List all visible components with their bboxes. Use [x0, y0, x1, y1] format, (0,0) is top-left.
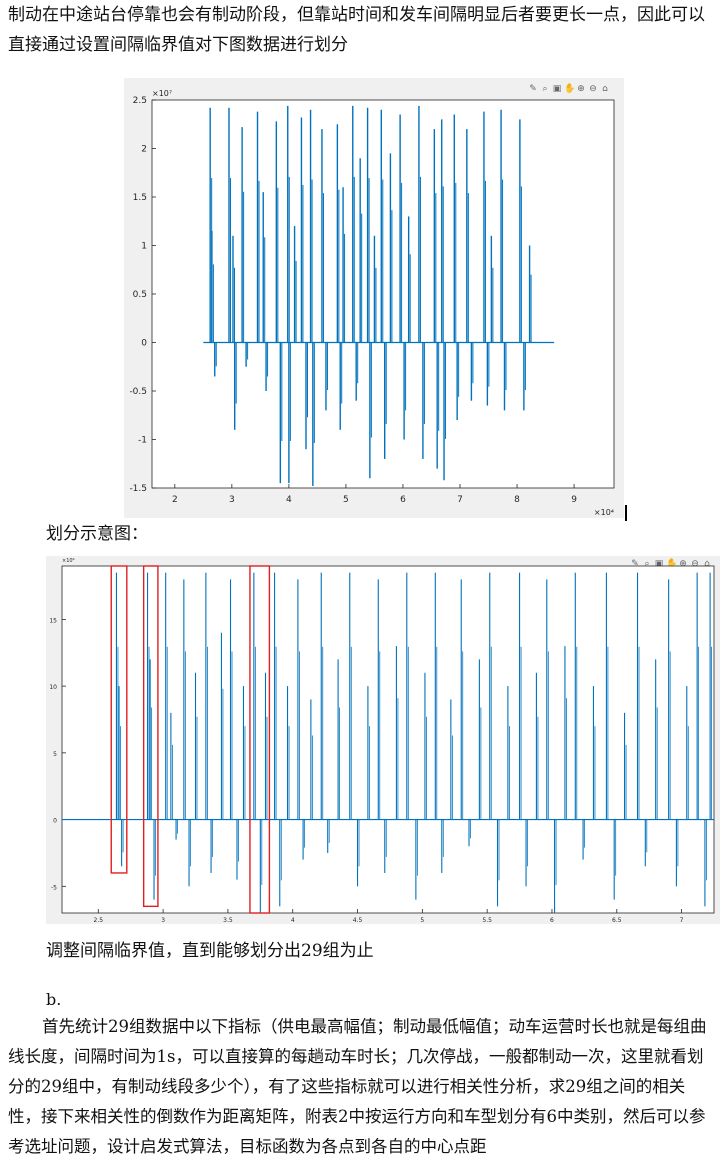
intro-paragraph: 制动在中途站台停靠也会有制动阶段，但靠站时间和发车间隔明显后者要更长一点，因此可…	[8, 5, 705, 55]
y-tick-label: 15	[49, 617, 57, 624]
zoom-out-icon[interactable]: ⊖	[691, 559, 699, 569]
method-paragraph: 首先统计29组数据中以下指标（供电最高幅值；制动最低幅值；动车运营时长也就是每组…	[8, 1017, 707, 1156]
highlight-box	[249, 565, 271, 914]
x-tick-label: 6.5	[612, 917, 622, 924]
brush-icon[interactable]: ✎	[529, 84, 537, 94]
x-tick-label: 3	[229, 495, 235, 505]
x-tick-label: 9	[571, 495, 577, 505]
y-tick-label: 2.5	[133, 96, 147, 106]
highlight-box	[142, 565, 159, 908]
home-icon[interactable]: ⌂	[704, 559, 710, 569]
zoom-in-icon[interactable]: ⊕	[577, 84, 585, 94]
x-tick-label: 7	[680, 917, 684, 924]
x-tick-label: 3	[161, 917, 165, 924]
x-tick-label: 6	[550, 917, 554, 924]
y-tick-label: 0.5	[133, 290, 147, 300]
y-tick-label: -1.5	[129, 484, 147, 494]
x-tick-label: 5	[420, 917, 424, 924]
pan-icon[interactable]: ✋	[564, 84, 576, 94]
y-tick-label: 10	[49, 684, 57, 691]
x-multiplier: ×10⁴	[594, 508, 614, 517]
export-icon[interactable]: ▣	[552, 84, 562, 94]
y-tick-label: -5	[51, 884, 57, 891]
x-tick-label: 4	[286, 495, 292, 505]
chart-division-zoom: ✎ ⌕ ▣ ✋ ⊕ ⊖ ⌂ 2.5 3 3.5 4 4.5 5 5.5 6 6.5 7 15 10 5 0…	[46, 556, 720, 924]
figure-toolbar: ✎ ⌕ ▣ ✋ ⊕ ⊖ ⌂	[528, 84, 610, 94]
zoom-out-icon[interactable]: ⊖	[589, 84, 597, 94]
caption-adjust: 调整间隔临界值，直到能够划分出29组为止	[46, 941, 374, 961]
x-tick-label: 3.5	[223, 917, 233, 924]
y-tick-label: 2	[141, 145, 147, 155]
y-tick-label: -0.5	[129, 387, 147, 397]
home-icon[interactable]: ⌂	[602, 84, 608, 94]
chart-svg-1: 2 3 4 5 6 7 8 9 2.5 2 1.5 1 0.5 0 -0.5 -1 -1.5 ×10⁷ ×10⁴	[129, 89, 615, 517]
x-tick-label: 4	[291, 917, 295, 924]
y-tick-label: 0	[53, 818, 57, 825]
x-tick-label: 5.5	[482, 917, 492, 924]
datatip-icon[interactable]: ⌕	[542, 84, 548, 94]
y-tick-label: 0	[141, 339, 147, 349]
section-label: b.	[46, 990, 62, 1009]
y-multiplier: ×10⁷	[152, 89, 172, 98]
pan-icon[interactable]: ✋	[666, 559, 678, 569]
y-multiplier: ×10⁶	[62, 558, 75, 564]
x-tick-label: 2	[172, 495, 178, 505]
x-tick-label: 7	[457, 495, 463, 505]
x-tick-label: 6	[400, 495, 406, 505]
y-tick-label: 1.5	[133, 193, 147, 203]
text-cursor	[625, 505, 627, 521]
plot-area	[61, 565, 715, 914]
export-icon[interactable]: ▣	[654, 559, 664, 569]
y-tick-label: 5	[53, 751, 57, 758]
series-group	[62, 572, 714, 913]
datatip-icon[interactable]: ⌕	[644, 559, 650, 569]
x-tick-label: 2.5	[94, 917, 104, 924]
figure-toolbar-2: ✎ ⌕ ▣ ✋ ⊕ ⊖ ⌂	[630, 559, 712, 569]
zoom-in-icon[interactable]: ⊕	[679, 559, 687, 569]
chart-full-signal: ✎ ⌕ ▣ ✋ ⊕ ⊖ ⌂ 2 3 4 5 6 7 8 9 2.5 2 1.5 1 0.5 0 -0.5 -1…	[124, 78, 624, 518]
series-group	[203, 105, 555, 487]
x-tick-label: 5	[343, 495, 349, 505]
highlight-box	[110, 565, 128, 874]
brush-icon[interactable]: ✎	[631, 559, 639, 569]
y-tick-label: -1	[138, 436, 147, 446]
caption-division: 划分示意图：	[46, 524, 148, 544]
x-tick-label: 4.5	[353, 917, 363, 924]
y-tick-label: 1	[141, 242, 147, 252]
x-tick-label: 8	[514, 495, 520, 505]
